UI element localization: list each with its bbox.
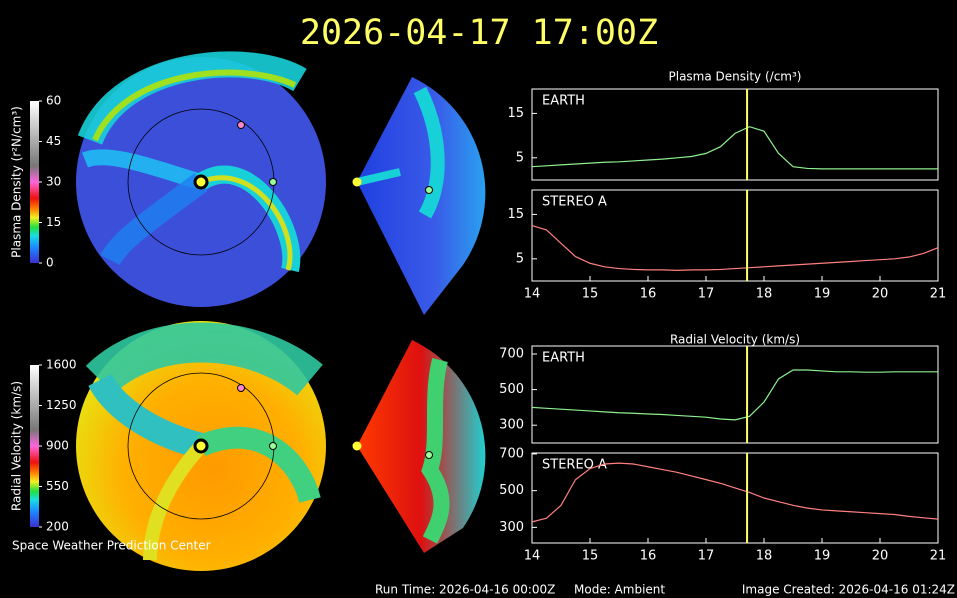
- series-line: [531, 369, 938, 421]
- plot-frame: [531, 88, 939, 181]
- density-disc: [76, 51, 486, 315]
- colorbar-tick-label: 1250: [46, 398, 77, 412]
- series-line: [531, 126, 938, 170]
- plot-frame: [531, 189, 939, 282]
- footer-mode: Mode: Ambient: [574, 583, 665, 597]
- footer-created: Image Created: 2026-04-16 01:24Z: [742, 583, 955, 597]
- colorbar: [30, 101, 39, 263]
- colorbar-tick-label: 900: [46, 439, 69, 453]
- series-line: [531, 462, 939, 523]
- x-tick-label: 20: [872, 287, 889, 302]
- x-tick-label: 17: [698, 287, 715, 302]
- colorbar-tick-label: 1600: [46, 358, 77, 372]
- colorbar-tick-label: 200: [46, 520, 69, 534]
- series-label: EARTH: [542, 94, 585, 109]
- x-tick-label: 21: [930, 287, 947, 302]
- colorbar-tick-label: 0: [46, 256, 54, 270]
- series-label: EARTH: [542, 351, 585, 366]
- x-tick-label: 17: [698, 549, 715, 564]
- y-tick-label: 300: [499, 520, 524, 535]
- x-tick-label: 15: [582, 287, 599, 302]
- x-tick-label: 14: [524, 549, 541, 564]
- x-tick-label: 18: [756, 549, 773, 564]
- x-tick-label: 21: [930, 549, 947, 564]
- colorbar-label: Radial Velocity (km/s): [10, 381, 24, 511]
- plot-frame: [531, 452, 939, 544]
- series-label: STEREO A: [542, 195, 607, 210]
- colorbar-tick-label: 15: [46, 215, 61, 229]
- x-tick-label: 18: [756, 287, 773, 302]
- y-tick-label: 500: [499, 483, 524, 498]
- colorbar-label: Plasma Density (r²N/cm³): [10, 106, 24, 258]
- chart-title: Plasma Density (/cm³): [669, 70, 802, 84]
- y-tick-label: 700: [499, 347, 524, 362]
- colorbar: [30, 365, 39, 527]
- x-tick-label: 15: [582, 549, 599, 564]
- x-tick-label: 19: [814, 549, 831, 564]
- footer-left: Space Weather Prediction Center: [12, 539, 211, 553]
- x-tick-label: 20: [872, 549, 889, 564]
- velocity-disc: [76, 321, 486, 571]
- colorbar-tick-label: 30: [46, 175, 61, 189]
- colorbar-tick-label: 60: [46, 94, 61, 108]
- y-tick-label: 15: [507, 106, 524, 121]
- colorbar-tick-label: 45: [46, 134, 61, 148]
- series-label: STEREO A: [542, 458, 607, 473]
- page-title: 2026-04-17 17:00Z: [300, 13, 658, 53]
- plot-frame: [531, 345, 939, 444]
- x-tick-label: 16: [640, 287, 657, 302]
- footer-run-time: Run Time: 2026-04-16 00:00Z: [375, 583, 555, 597]
- y-tick-label: 300: [499, 418, 524, 433]
- y-tick-label: 700: [499, 446, 524, 461]
- y-tick-label: 500: [499, 382, 524, 397]
- x-tick-label: 19: [814, 287, 831, 302]
- x-tick-label: 14: [524, 287, 541, 302]
- y-tick-label: 5: [516, 251, 524, 266]
- colorbar-tick-label: 550: [46, 479, 69, 493]
- y-tick-label: 5: [516, 150, 524, 165]
- x-tick-label: 16: [640, 549, 657, 564]
- series-line: [531, 224, 939, 271]
- y-tick-label: 15: [507, 207, 524, 222]
- chart-title: Radial Velocity (km/s): [670, 333, 800, 347]
